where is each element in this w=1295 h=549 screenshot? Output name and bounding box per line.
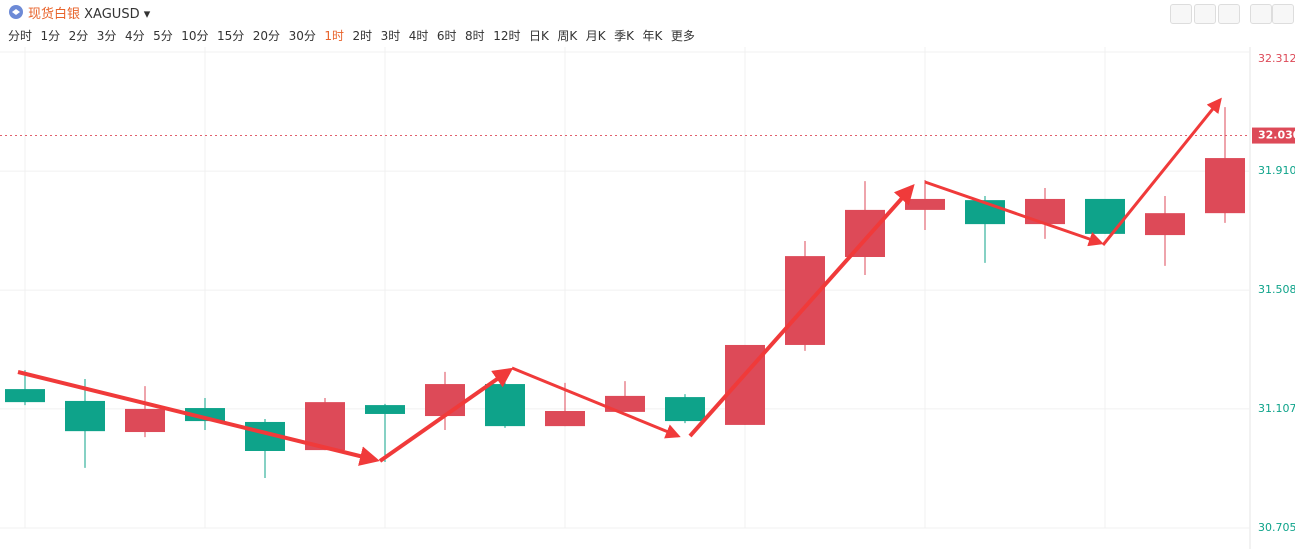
period-tab[interactable]: 季K: [614, 29, 634, 43]
symbol-name: 现货白银: [28, 7, 81, 22]
symbol[interactable]: 现货白银 XAGUSD ▾: [28, 7, 151, 22]
candle-body: [65, 400, 105, 432]
candle-body: [1025, 198, 1065, 225]
candle-body: [1205, 158, 1245, 214]
y-tick-label: 30.705: [1258, 521, 1295, 534]
period-tab[interactable]: 月K: [585, 29, 606, 43]
y-tick-label: 32.312: [1258, 52, 1295, 65]
arrow: [1101, 97, 1222, 246]
period-bar: 分时 1分 2分 3分 4分 5分 10分 15分 20分 30分 1时 2时 3时 4时 6时 8时 12时日…: [8, 27, 695, 44]
candle-body: [365, 405, 405, 414]
arrow: [688, 184, 915, 438]
period-tab[interactable]: 3分: [96, 29, 117, 43]
tool-icon[interactable]: [1250, 4, 1272, 24]
period-tab[interactable]: 4分: [124, 29, 145, 43]
candle-body: [545, 411, 585, 427]
arrow: [17, 370, 380, 466]
tool-icon[interactable]: [1272, 4, 1294, 24]
period-tab[interactable]: 1分: [40, 29, 61, 43]
arrow: [511, 366, 681, 439]
period-tab[interactable]: 30分: [288, 29, 316, 43]
candle-body: [605, 395, 645, 412]
period-tab[interactable]: 12时: [493, 29, 521, 43]
y-tick-label: 31.910: [1258, 164, 1295, 177]
symbol-code: XAGUSD: [84, 7, 140, 22]
period-tab[interactable]: 8时: [465, 29, 485, 43]
current-price-label: 32.030: [1258, 129, 1295, 142]
period-tab[interactable]: 20分: [252, 29, 281, 43]
current-price-box: [1252, 127, 1295, 144]
period-tab[interactable]: 3时: [380, 29, 401, 43]
candle-body: [5, 389, 45, 403]
period-tab[interactable]: 2分: [68, 29, 89, 43]
period-tab[interactable]: 15分: [217, 29, 245, 43]
y-tick-label: 31.508: [1258, 283, 1295, 296]
candle-body: [185, 408, 225, 422]
tool-icon[interactable]: [1170, 4, 1192, 24]
candle-body: [785, 256, 825, 345]
period-tab[interactable]: 4时: [408, 29, 429, 43]
toolbar: 现货白银 XAGUSD ▾ 分时 1分 2分 3分 4分 5分 10分 15分 20分 30分 1时…: [0, 0, 1295, 46]
period-tab[interactable]: 2时: [352, 29, 373, 43]
arrow: [924, 180, 1104, 247]
tool-icon[interactable]: [1218, 4, 1240, 24]
period-tab[interactable]: 10分: [181, 29, 209, 43]
candle-body: [665, 397, 705, 422]
candle-body: [125, 408, 165, 433]
period-tab[interactable]: 6时: [436, 29, 457, 43]
period-tab[interactable]: 更多: [670, 29, 695, 43]
candle-body: [485, 384, 525, 427]
candle-body: [845, 209, 885, 257]
period-tab[interactable]: 周K: [557, 29, 578, 43]
period-tab[interactable]: 分时: [8, 29, 33, 43]
period-tab[interactable]: 日K: [528, 29, 549, 43]
period-tab[interactable]: 1时: [324, 29, 344, 43]
annotation-arrows: [17, 97, 1222, 466]
candle-body: [425, 384, 465, 417]
y-tick-label: 31.107: [1258, 402, 1295, 415]
arrow: [378, 367, 514, 463]
period-tab[interactable]: 5分: [153, 29, 173, 43]
tool-icon[interactable]: [1194, 4, 1216, 24]
period-tab[interactable]: 年K: [642, 29, 663, 43]
logo: [9, 5, 23, 19]
candle-body: [905, 198, 945, 210]
candle-body: [1085, 198, 1125, 234]
candle-body: [305, 402, 345, 451]
candle-body: [1145, 213, 1185, 236]
